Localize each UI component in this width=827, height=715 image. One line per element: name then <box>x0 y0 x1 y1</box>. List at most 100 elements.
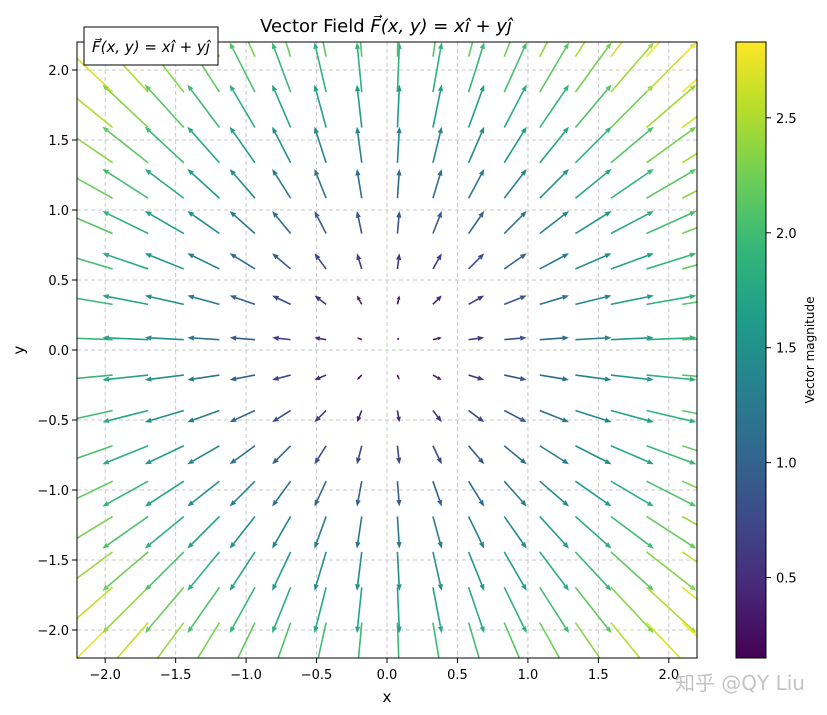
vector-arrow <box>681 78 697 93</box>
vector-arrow <box>610 622 641 658</box>
vector-arrow <box>355 587 363 634</box>
vector-arrow <box>77 137 114 164</box>
vector-arrow <box>272 253 292 270</box>
vector-arrow <box>102 294 149 306</box>
vector-arrow <box>359 42 363 57</box>
watermark-text: 知乎 @QY Liu <box>675 671 805 695</box>
vector-arrow <box>467 445 485 465</box>
vector-arrow <box>360 657 362 658</box>
vector-arrow <box>610 294 654 306</box>
vector-arrow <box>575 294 612 306</box>
vector-arrow <box>144 126 185 164</box>
colorbar-tick-label: 2.5 <box>776 112 797 127</box>
vector-arrow <box>681 264 697 270</box>
vector-arrow <box>356 445 363 465</box>
vector-arrow <box>144 294 184 306</box>
vector-arrow <box>646 409 697 424</box>
vector-arrow <box>396 445 402 465</box>
vector-arrow <box>272 516 292 549</box>
vector-arrow <box>504 335 527 341</box>
vector-arrow <box>284 42 292 57</box>
vector-arrow <box>396 337 400 341</box>
vector-arrow <box>503 622 521 658</box>
vector-arrow <box>646 211 697 235</box>
x-tick-label: 0.5 <box>447 668 468 683</box>
vector-arrow <box>539 445 570 465</box>
vector-arrow <box>254 657 255 658</box>
vector-arrow <box>574 586 612 634</box>
vector-arrow <box>356 253 363 270</box>
vector-arrow <box>187 294 220 306</box>
vector-arrow <box>187 253 220 270</box>
vector-arrow <box>503 42 527 93</box>
vector-arrow <box>645 622 682 658</box>
vector-arrow <box>229 551 256 591</box>
vector-arrow <box>467 42 485 93</box>
vector-arrow <box>467 587 485 634</box>
vector-arrow <box>646 445 697 465</box>
title-expression: F⃗(x, y) = xî + yĵ <box>370 15 514 37</box>
quiver-arrows <box>77 42 697 658</box>
vector-arrow <box>681 621 697 638</box>
vector-arrow <box>187 84 221 129</box>
vector-arrow <box>539 126 570 164</box>
vector-arrow <box>272 168 292 199</box>
vector-arrow <box>432 253 442 270</box>
vector-arrow <box>147 657 149 658</box>
vector-arrow <box>102 445 149 465</box>
vector-arrow <box>196 622 221 658</box>
vector-arrow <box>503 445 527 465</box>
vector-arrow <box>229 374 256 382</box>
vector-arrow <box>144 409 185 423</box>
colorbar: 0.5 1.0 1.5 2.0 2.5 Vector magnitude <box>735 41 817 659</box>
vector-arrow <box>646 252 697 270</box>
vector-arrow <box>539 551 570 591</box>
vector-arrow <box>574 168 612 199</box>
vector-arrow <box>272 84 292 128</box>
vector-arrow <box>539 168 570 199</box>
vector-arrow <box>432 516 443 549</box>
vector-arrow <box>356 374 363 380</box>
vector-arrow <box>229 253 256 270</box>
vector-arrow <box>467 516 485 549</box>
vector-arrow <box>539 211 570 235</box>
vector-arrow <box>504 374 527 382</box>
vector-arrow <box>313 42 327 93</box>
vector-arrow <box>646 586 697 634</box>
vector-arrow <box>355 84 363 128</box>
vector-arrow <box>432 622 440 658</box>
vector-arrow <box>77 338 78 340</box>
vector-arrow <box>355 516 363 549</box>
vector-arrow <box>432 168 443 199</box>
vector-arrow <box>144 374 184 382</box>
vector-arrow <box>646 84 697 129</box>
vector-arrow <box>314 374 327 381</box>
x-tick-label: 0.0 <box>377 668 398 683</box>
vector-arrow <box>575 335 612 341</box>
vector-arrow <box>575 374 612 382</box>
vector-arrow <box>681 515 697 526</box>
colorbar-tick-label: 1.0 <box>776 457 797 472</box>
vector-arrow <box>432 42 444 93</box>
vector-arrow <box>355 551 363 591</box>
vector-arrow <box>237 622 256 658</box>
vector-arrow <box>646 551 697 591</box>
vector-arrow <box>646 294 697 306</box>
vector-arrow <box>77 55 78 57</box>
vector-arrow <box>187 409 220 423</box>
vector-arrow <box>574 515 612 549</box>
vector-arrow <box>187 335 220 341</box>
vector-arrow <box>503 480 527 507</box>
vector-arrow <box>77 515 114 540</box>
vector-arrow <box>574 622 601 658</box>
vector-arrow <box>314 253 327 270</box>
vector-arrow <box>503 551 527 591</box>
vector-arrow <box>610 480 654 507</box>
vector-arrow <box>467 42 474 57</box>
vector-arrow <box>468 409 485 423</box>
vector-arrow <box>432 42 437 57</box>
vector-arrow <box>102 335 149 341</box>
vector-arrow <box>397 657 399 658</box>
vector-arrow <box>322 42 327 57</box>
vector-arrow <box>355 211 363 234</box>
